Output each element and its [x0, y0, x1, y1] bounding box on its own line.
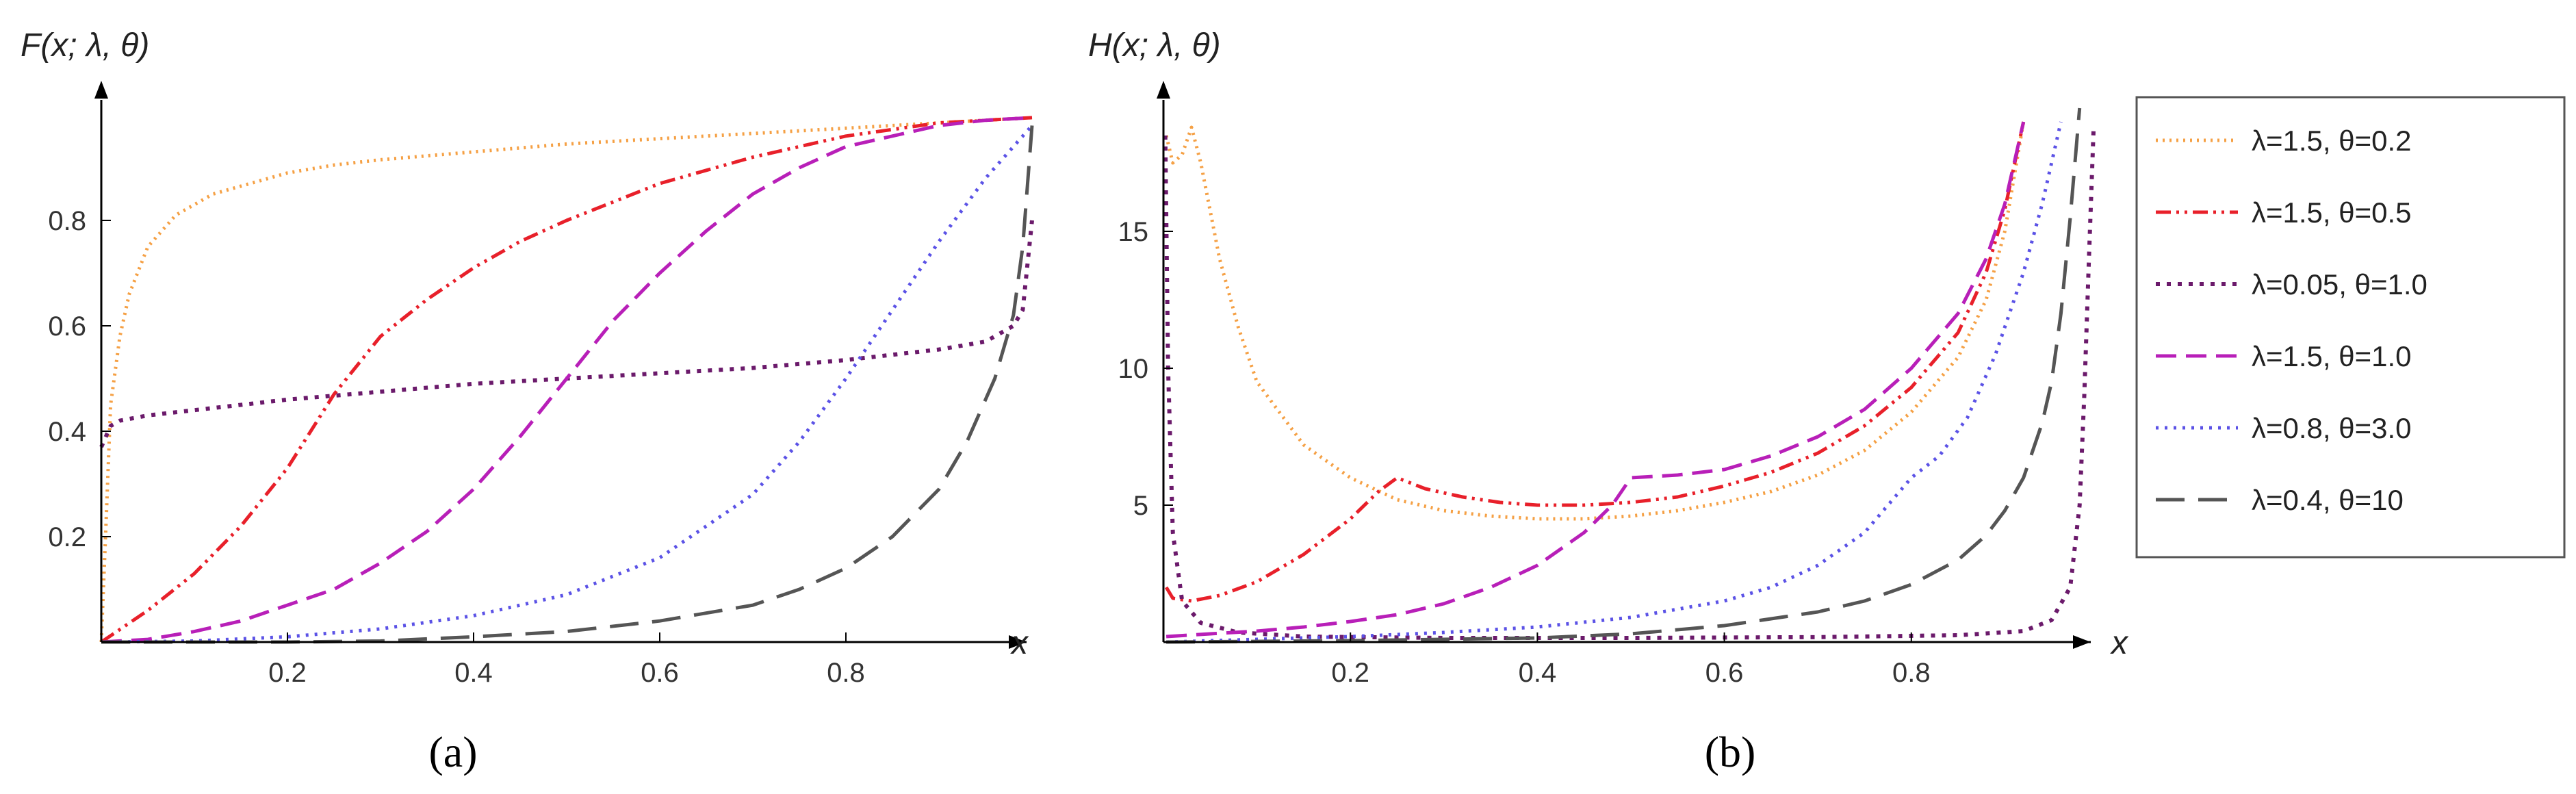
legend-items: λ=1.5, θ=0.2 λ=1.5, θ=0.5 λ=0.05, θ=1.0 λ=1…: [2156, 125, 2427, 516]
panel-b-series-2-line: [1164, 121, 2026, 603]
panel-a-y-tick-label: 0.4: [48, 417, 86, 447]
panel-b-series-5-line: [1166, 121, 2063, 644]
panel-a-series-3-line: [99, 220, 1034, 448]
legend-label-4: λ=1.5, θ=1.0: [2252, 340, 2412, 372]
panel-a-series-4-line: [101, 116, 1033, 644]
panel-a-y-tick-label: 0.6: [48, 311, 86, 342]
panel-b-x-axis-arrow-icon: [2073, 635, 2091, 649]
panel-b-series-3-line: [1163, 127, 2096, 640]
panel-a-x-tick-label: 0.2: [268, 658, 307, 688]
legend-label-3: λ=0.05, θ=1.0: [2252, 268, 2427, 300]
legend-label-2: λ=1.5, θ=0.5: [2252, 196, 2412, 229]
panel-a-series-2-line: [100, 116, 1033, 644]
panel-a-x-tick-label: 0.8: [827, 658, 865, 688]
panel-b-axes: 0.2 0.4 0.6 0.8 5 10 15 H(x; λ, θ) x (b): [1088, 27, 2129, 776]
panel-b-y-axis-arrow-icon: [1157, 81, 1170, 99]
legend-label-5: λ=0.8, θ=3.0: [2252, 412, 2412, 444]
panel-b-series-4-line: [1165, 121, 2026, 639]
panel-a-series-1-line: [99, 116, 1033, 643]
panel-b-x-tick-label: 0.4: [1519, 658, 1557, 688]
panel-b-caption: (b): [1705, 728, 1756, 776]
legend-frame: [2135, 96, 2566, 559]
panel-b-y-tick-label: 10: [1118, 354, 1149, 384]
legend-label-6: λ=0.4, θ=10: [2252, 484, 2404, 516]
panel-a-y-axis-title: F(x; λ, θ): [21, 27, 149, 64]
panel-a-cdf-chart: 0.2 0.4 0.6 0.8 0.2 0.4 0.6 0.8 F(x; λ, θ) x (a): [21, 27, 1034, 776]
panel-b-x-axis-title: x: [2110, 625, 2129, 661]
panel-b-y-tick-label: 15: [1118, 217, 1149, 247]
panel-a-x-tick-label: 0.4: [454, 658, 493, 688]
panel-a-x-axis-arrow-icon: [1009, 635, 1027, 649]
panel-b-y-axis-title: H(x; λ, θ): [1088, 27, 1221, 64]
panel-b-series-6-line: [1166, 107, 2082, 644]
panel-a-y-axis-arrow-icon: [94, 81, 108, 99]
panel-a-y-tick-label: 0.8: [48, 206, 86, 236]
panel-a-x-tick-label: 0.6: [641, 658, 679, 688]
panel-b-series-group: [1163, 107, 2096, 644]
panel-a-y-tick-label: 0.2: [48, 522, 86, 552]
panel-b-x-tick-label: 0.2: [1331, 658, 1369, 688]
panel-b-x-tick-label: 0.6: [1705, 658, 1744, 688]
panel-a-series-group: [99, 116, 1034, 644]
panel-b-y-tick-label: 5: [1133, 491, 1148, 521]
legend: λ=1.5, θ=0.2 λ=1.5, θ=0.5 λ=0.05, θ=1.0 λ=1…: [2135, 96, 2566, 559]
panel-a-series-6-line: [101, 125, 1034, 644]
panel-a-x-axis-title: x: [1010, 625, 1029, 661]
panel-b-x-tick-label: 0.8: [1892, 658, 1931, 688]
panel-a-caption: (a): [428, 728, 477, 776]
panel-a-series-5-line: [101, 124, 1033, 644]
panel-b-series-1-line: [1164, 121, 2026, 521]
panel-b-hazard-chart: 0.2 0.4 0.6 0.8 5 10 15 H(x; λ, θ) x (b): [1088, 27, 2129, 776]
panel-a-axes: 0.2 0.4 0.6 0.8 0.2 0.4 0.6 0.8 F(x; λ, θ) x (a): [21, 27, 1029, 776]
legend-label-1: λ=1.5, θ=0.2: [2252, 125, 2412, 157]
